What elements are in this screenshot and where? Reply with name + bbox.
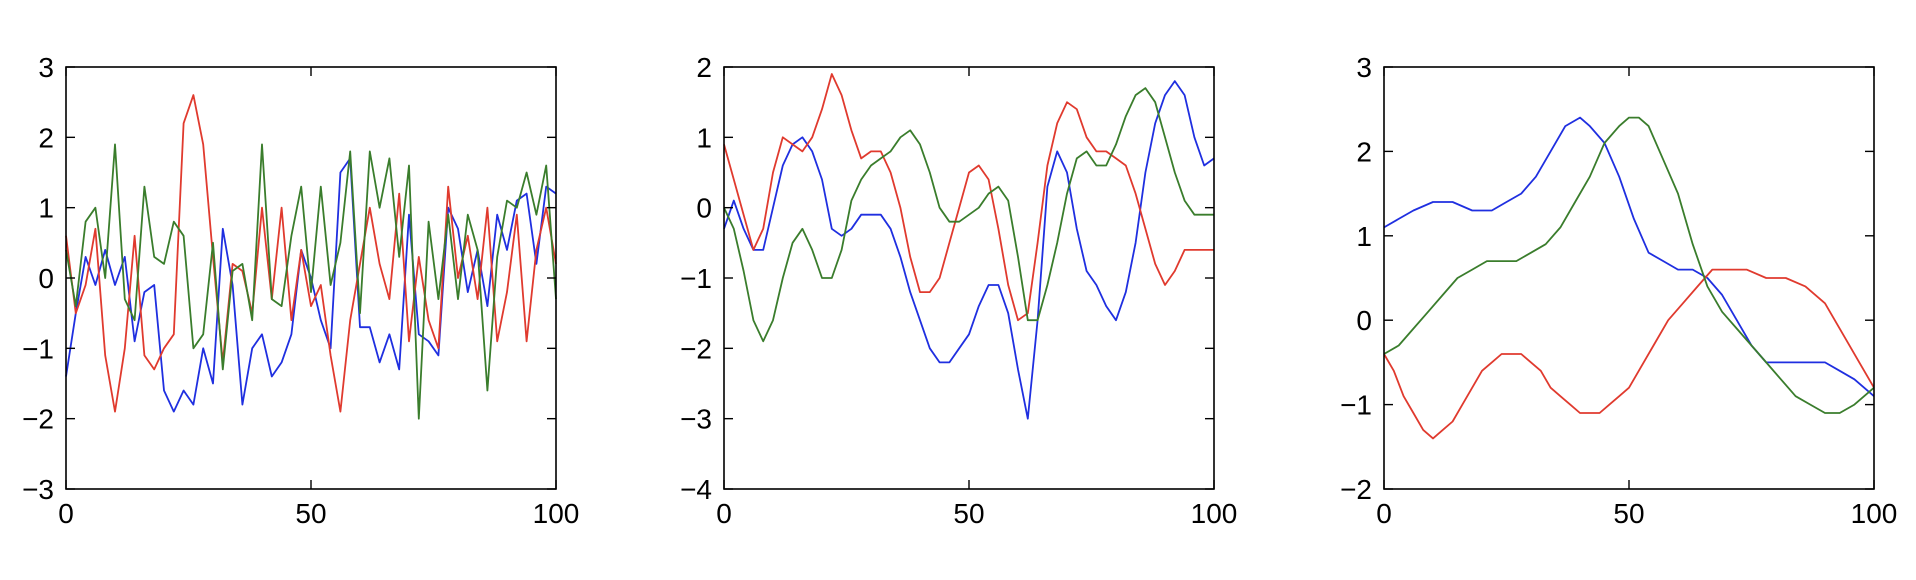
y-tick-label: −3 bbox=[680, 404, 712, 435]
y-tick-label: 3 bbox=[38, 52, 54, 83]
x-tick-label: 100 bbox=[533, 498, 580, 529]
y-tick-label: 0 bbox=[696, 193, 712, 224]
plot-panel-3: 0 50 100 −2 −1 0 1 2 3 bbox=[1340, 52, 1897, 529]
y-tick-label: −2 bbox=[1340, 474, 1372, 505]
y-tick-label: 1 bbox=[38, 193, 54, 224]
y-tick-label: 0 bbox=[38, 263, 54, 294]
x-tick-label: 50 bbox=[953, 498, 984, 529]
x-tick-label: 50 bbox=[295, 498, 326, 529]
y-tick-label: −1 bbox=[680, 263, 712, 294]
series-line-1 bbox=[65, 157, 557, 413]
series-line-3 bbox=[723, 87, 1214, 343]
plot-panel-2: 0 50 100 −4 −3 −2 −1 0 1 2 bbox=[680, 52, 1237, 529]
series-line-2 bbox=[65, 94, 557, 413]
y-tick-label: −1 bbox=[1340, 390, 1372, 421]
y-tick-label: 2 bbox=[696, 52, 712, 83]
y-tick-label: 0 bbox=[1356, 305, 1372, 336]
y-tick-label: 3 bbox=[1356, 52, 1372, 83]
x-tick-label: 0 bbox=[1376, 498, 1392, 529]
axes-frame bbox=[723, 66, 1215, 490]
y-tick-label: 2 bbox=[38, 122, 54, 153]
y-tick-label: −4 bbox=[680, 474, 712, 505]
y-tick-label: −2 bbox=[680, 333, 712, 364]
y-tick-label: 2 bbox=[1356, 136, 1372, 167]
series-line-2 bbox=[723, 73, 1214, 322]
series-line-3 bbox=[1383, 116, 1875, 414]
series-line-1 bbox=[723, 80, 1215, 420]
y-tick-label: −1 bbox=[22, 333, 54, 364]
x-tick-label: 100 bbox=[1191, 498, 1238, 529]
x-tick-label: 50 bbox=[1613, 498, 1644, 529]
x-tick-label: 0 bbox=[716, 498, 732, 529]
y-tick-label: 1 bbox=[696, 122, 712, 153]
y-tick-label: −2 bbox=[22, 404, 54, 435]
x-tick-label: 0 bbox=[58, 498, 74, 529]
series-line-2 bbox=[1383, 268, 1875, 440]
series-line-1 bbox=[1383, 116, 1875, 397]
x-tick-label: 100 bbox=[1851, 498, 1898, 529]
plot-panel-1: 0 50 100 −3 −2 −1 0 1 2 3 bbox=[22, 52, 579, 529]
y-tick-label: 1 bbox=[1356, 221, 1372, 252]
series-line-3 bbox=[65, 143, 557, 420]
y-tick-label: −3 bbox=[22, 474, 54, 505]
